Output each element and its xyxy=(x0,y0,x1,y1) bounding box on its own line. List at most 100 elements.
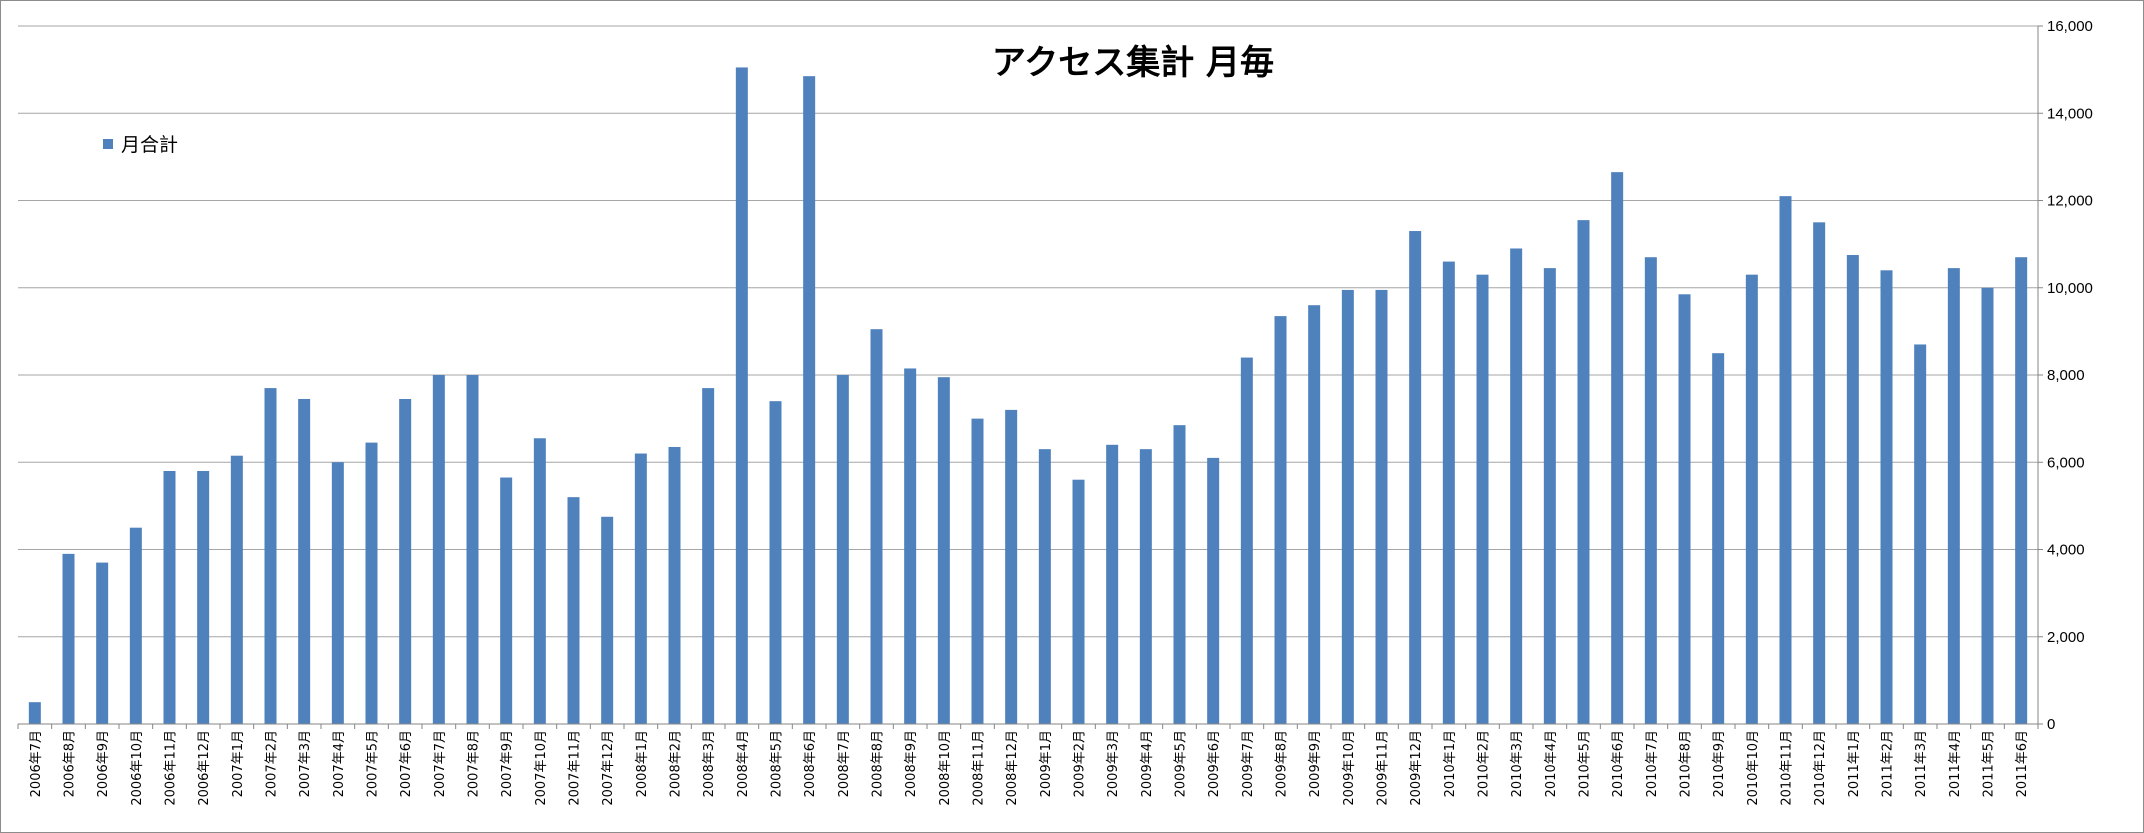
x-tick-label: 2006年11月 xyxy=(164,730,179,806)
legend-label: 月合計 xyxy=(121,134,178,156)
bar xyxy=(96,562,109,724)
bar xyxy=(904,368,917,724)
x-tick-label: 2008年7月 xyxy=(837,730,852,797)
x-tick-label: 2007年3月 xyxy=(298,730,313,797)
x-tick-label: 2008年11月 xyxy=(972,730,987,806)
x-tick-label: 2007年2月 xyxy=(265,730,280,797)
bar xyxy=(836,375,849,724)
y-tick-label: 2,000 xyxy=(2047,629,2085,646)
x-tick-label: 2009年2月 xyxy=(1073,730,1088,797)
bar xyxy=(1072,479,1085,724)
x-tick-label: 2010年5月 xyxy=(1578,730,1593,797)
bar xyxy=(331,462,344,724)
bars xyxy=(28,67,2028,725)
x-tick-label: 2009年3月 xyxy=(1106,730,1121,797)
x-tick-label: 2010年3月 xyxy=(1510,730,1525,797)
x-tick-label: 2009年12月 xyxy=(1409,730,1424,806)
bar xyxy=(567,497,580,724)
bar xyxy=(1240,357,1253,724)
bar xyxy=(197,470,210,724)
bar xyxy=(1678,294,1691,724)
y-tick-label: 14,000 xyxy=(2047,105,2093,122)
x-tick-label: 2007年1月 xyxy=(231,730,246,797)
bar xyxy=(735,67,748,725)
bar xyxy=(870,329,883,724)
x-tick-label: 2008年9月 xyxy=(904,730,919,797)
x-tick-label: 2008年10月 xyxy=(938,730,953,806)
x-tick-label: 2006年10月 xyxy=(130,730,145,806)
bar xyxy=(702,388,715,724)
bar xyxy=(264,388,277,724)
y-tick-label: 4,000 xyxy=(2047,542,2085,559)
x-tick-label: 2010年4月 xyxy=(1544,730,1559,797)
bar xyxy=(500,477,513,724)
x-tick-label: 2011年1月 xyxy=(1847,730,1862,797)
bar xyxy=(1476,274,1489,724)
bar xyxy=(1914,344,1927,724)
x-tick-label: 2010年11月 xyxy=(1780,730,1795,806)
y-tick-label: 12,000 xyxy=(2047,193,2093,210)
y-tick-labels: 0 2,000 4,000 6,000 8,000 10,000 12,000 14,000 1… xyxy=(2047,18,2093,733)
x-tick-label: 2007年10月 xyxy=(534,730,549,806)
x-tick-label: 2009年7月 xyxy=(1241,730,1256,797)
x-tick-labels: 2006年7月 2006年8月 2006年9月 2006年10月 2006年11月 200… xyxy=(29,730,2030,806)
x-tick-label: 2006年9月 xyxy=(96,730,111,797)
x-tick-label: 2007年12月 xyxy=(601,730,616,806)
bar xyxy=(1038,449,1051,724)
bar xyxy=(1005,409,1018,724)
x-tick-label: 2011年4月 xyxy=(1948,730,1963,797)
x-tick-label: 2009年9月 xyxy=(1308,730,1323,797)
x-tick-label: 2006年8月 xyxy=(63,730,78,797)
bar xyxy=(971,418,984,724)
bar xyxy=(62,553,75,724)
x-tick-label: 2010年10月 xyxy=(1746,730,1761,806)
bar xyxy=(1106,444,1119,724)
bar xyxy=(1409,231,1422,724)
bar xyxy=(1712,353,1725,724)
bar xyxy=(365,442,378,724)
bar xyxy=(1308,305,1321,724)
x-tick-label: 2009年4月 xyxy=(1140,730,1155,797)
bar xyxy=(1880,270,1893,724)
x-tick-label: 2011年2月 xyxy=(1881,730,1896,797)
bar xyxy=(1577,220,1590,724)
x-tick-label: 2009年8月 xyxy=(1275,730,1290,797)
x-tick-label: 2007年5月 xyxy=(366,730,381,797)
x-tick-label: 2008年4月 xyxy=(736,730,751,797)
x-tick-label: 2008年3月 xyxy=(702,730,717,797)
bar xyxy=(129,527,142,724)
bar xyxy=(668,446,681,724)
bar xyxy=(533,438,546,724)
x-tick-label: 2006年7月 xyxy=(29,730,44,797)
x-tick-label: 2009年5月 xyxy=(1174,730,1189,797)
bar xyxy=(1207,457,1220,724)
x-tick-label: 2009年10月 xyxy=(1342,730,1357,806)
y-tick-label: 8,000 xyxy=(2047,367,2085,384)
y-tick-label: 16,000 xyxy=(2047,18,2093,35)
x-tick-label: 2007年4月 xyxy=(332,730,347,797)
x-tick-label: 2006年12月 xyxy=(197,730,212,806)
bar xyxy=(1947,268,1960,724)
bar xyxy=(1510,248,1523,725)
legend-swatch xyxy=(103,139,113,149)
bar xyxy=(1644,257,1657,724)
bar xyxy=(1745,274,1758,724)
x-tick-label: 2009年6月 xyxy=(1207,730,1222,797)
bar xyxy=(1442,261,1455,724)
bar xyxy=(230,455,243,724)
bar xyxy=(399,398,412,724)
bar xyxy=(634,453,647,724)
x-tick-label: 2008年5月 xyxy=(770,730,785,797)
x-tick-label: 2011年3月 xyxy=(1914,730,1929,797)
x-tick-label: 2009年11月 xyxy=(1376,730,1391,806)
x-tick-label: 2008年8月 xyxy=(871,730,886,797)
x-tick-label: 2007年9月 xyxy=(500,730,515,797)
x-tick-label: 2011年5月 xyxy=(1982,730,1997,797)
x-tick-label: 2010年9月 xyxy=(1712,730,1727,797)
x-tick-label: 2008年12月 xyxy=(1005,730,1020,806)
x-tick-label: 2010年1月 xyxy=(1443,730,1458,797)
bar xyxy=(769,401,782,724)
x-tick-label: 2008年6月 xyxy=(803,730,818,797)
bar xyxy=(601,516,614,724)
